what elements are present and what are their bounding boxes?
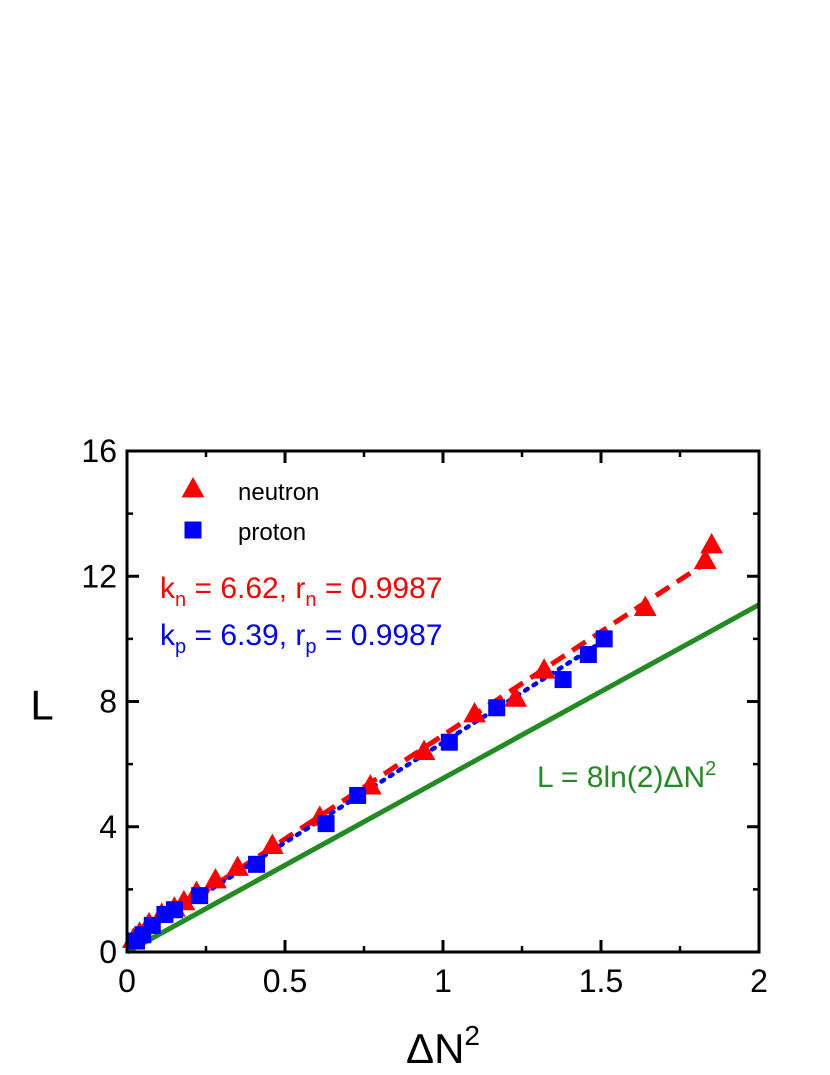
reference-line-label-sup: 2 — [705, 758, 716, 780]
annotation-proton-fit: kp = 6.39, rp = 0.9987 — [160, 619, 442, 658]
reference-line-label: L = 8ln(2)ΔN2 — [537, 758, 716, 794]
x-tick-label: 2 — [750, 963, 768, 999]
axis-tick-labels: 0 0.5 1 1.5 2 0 4 8 12 16 — [81, 433, 767, 999]
x-axis-title: ΔN2 — [406, 1020, 480, 1072]
y-tick-label: 0 — [99, 934, 117, 970]
data-points-layer — [121, 532, 723, 950]
x-axis-title-main: ΔN — [406, 1025, 464, 1072]
annotation-neutron-k-sub: n — [175, 589, 186, 611]
proton-point — [488, 699, 506, 717]
plot-frame — [125, 449, 761, 954]
neutron-point — [700, 532, 723, 554]
legend-marker-proton — [184, 521, 202, 539]
proton-point — [595, 630, 613, 648]
reference-line-label-main: L = 8ln(2)ΔN — [537, 761, 705, 794]
proton-point — [317, 815, 335, 833]
y-tick-label: 12 — [81, 558, 117, 594]
proton-point — [248, 855, 266, 873]
y-axis-title: L — [30, 682, 53, 729]
annotation-proton-k-value: = 6.39, r — [186, 619, 305, 652]
x-axis-title-sup: 2 — [464, 1020, 480, 1051]
proton-point — [165, 901, 183, 919]
legend-label-neutron: neutron — [238, 479, 319, 506]
annotation-proton-r-sub: p — [305, 636, 316, 658]
annotation-neutron-k-value: = 6.62, r — [186, 572, 305, 605]
proton-point — [554, 671, 572, 689]
proton-point — [440, 733, 458, 751]
y-tick-label: 16 — [81, 433, 117, 469]
neutron-point — [463, 702, 486, 723]
neutron-point — [226, 855, 249, 876]
neutron-point — [504, 686, 528, 707]
proton-point — [191, 887, 209, 905]
annotation-neutron-fit: kn = 6.62, rn = 0.9987 — [160, 572, 442, 611]
annotation-neutron-r-sub: n — [305, 589, 316, 611]
reference-line-layer — [125, 602, 761, 955]
x-tick-label: 1 — [434, 963, 452, 999]
neutron-point — [204, 867, 227, 889]
y-tick-label: 4 — [99, 809, 117, 845]
annotation-proton-k-sub: p — [175, 636, 186, 658]
neutron-point — [633, 595, 657, 616]
x-tick-label: 1.5 — [579, 963, 623, 999]
x-tick-label: 0.5 — [263, 963, 307, 999]
y-tick-label: 8 — [99, 684, 117, 720]
annotation-proton-r-value: = 0.9987 — [317, 619, 443, 652]
neutron-point — [260, 833, 284, 854]
axis-ticks — [125, 449, 761, 954]
legend-label-proton: proton — [238, 519, 306, 546]
proton-point — [349, 786, 367, 804]
legend-marker-neutron — [181, 477, 205, 498]
x-tick-label: 0 — [118, 963, 136, 999]
neutron-point — [412, 739, 436, 760]
reference-line — [125, 602, 761, 955]
proton-point — [579, 646, 597, 664]
legend: neutron proton — [181, 477, 319, 546]
neutron-point — [693, 548, 717, 569]
neutron-point — [532, 658, 556, 679]
annotation-neutron-r-value: = 0.9987 — [317, 572, 443, 605]
